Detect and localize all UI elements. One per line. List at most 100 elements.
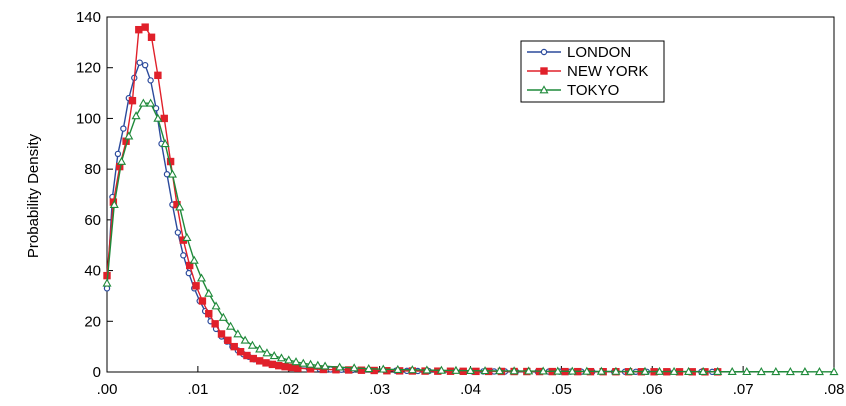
data-point-tokyo — [378, 364, 388, 373]
data-point-new-york — [249, 354, 258, 363]
data-point-tokyo — [146, 98, 156, 107]
data-point-new-york — [128, 96, 137, 105]
data-point-new-york — [281, 362, 289, 371]
data-point-tokyo — [124, 131, 134, 140]
legend-label-london: LONDON — [567, 44, 631, 61]
data-point-new-york — [230, 342, 238, 351]
data-point-tokyo — [189, 255, 199, 264]
data-point-tokyo — [422, 365, 432, 374]
series-london — [103, 59, 716, 376]
legend-marker-tokyo — [539, 85, 549, 94]
data-point-tokyo — [742, 366, 752, 376]
data-point-tokyo — [785, 367, 795, 376]
data-point-new-york — [192, 282, 200, 290]
data-point-new-york — [217, 330, 226, 338]
x-tick-label: .01 — [187, 381, 208, 398]
data-point-london — [174, 229, 182, 236]
x-tick-label: .02 — [278, 381, 299, 398]
data-point-new-york — [255, 357, 264, 365]
data-point-tokyo — [669, 366, 679, 375]
data-point-london — [120, 125, 127, 132]
data-point-new-york — [205, 309, 213, 318]
y-tick-label: 0 — [93, 364, 101, 381]
legend-label-new-york: NEW YORK — [567, 63, 648, 80]
data-point-tokyo — [524, 366, 534, 375]
data-point-tokyo — [226, 321, 236, 330]
series-line-london — [106, 61, 713, 373]
legend-marker-new-york — [540, 67, 548, 75]
plot-area: 0 20 40 60 80 100 120 140 .00 .01 .02 .03 .04 .05 .06.… — [76, 9, 844, 398]
data-point-tokyo — [393, 364, 403, 373]
data-point-tokyo — [211, 301, 221, 310]
data-point-london — [136, 59, 143, 66]
y-tick-label: 20 — [84, 313, 101, 330]
data-point-tokyo — [349, 363, 359, 372]
data-point-london — [180, 252, 187, 259]
data-point-new-york — [147, 33, 156, 41]
x-tick-label: .08 — [824, 381, 845, 398]
x-tick-label: .00 — [97, 381, 118, 398]
y-tick-label: 120 — [76, 60, 101, 77]
data-point-tokyo — [567, 366, 577, 375]
data-point-tokyo — [291, 357, 301, 366]
data-point-tokyo — [713, 366, 723, 375]
data-point-tokyo — [313, 360, 323, 369]
data-point-new-york — [236, 348, 245, 356]
data-point-tokyo — [138, 98, 148, 107]
data-point-tokyo — [451, 365, 461, 374]
legend-marker-london — [540, 48, 548, 56]
data-point-tokyo — [204, 288, 214, 297]
data-point-tokyo — [167, 169, 177, 178]
y-tick-label: 80 — [84, 161, 101, 178]
data-point-new-york — [224, 336, 232, 345]
data-point-tokyo — [335, 362, 345, 371]
series-tokyo — [102, 98, 839, 376]
data-point-tokyo — [116, 156, 127, 165]
data-point-tokyo — [131, 111, 141, 120]
data-point-tokyo — [698, 366, 708, 375]
data-point-london — [114, 150, 122, 158]
data-point-london — [185, 269, 192, 277]
data-point-tokyo — [480, 366, 490, 375]
data-point-tokyo — [727, 366, 737, 376]
legend: LONDON NEW YORK TOKYO — [520, 40, 665, 103]
data-point-tokyo — [160, 139, 170, 148]
data-point-tokyo — [306, 359, 316, 368]
data-point-tokyo — [538, 366, 548, 375]
data-point-new-york — [243, 351, 251, 360]
data-point-london — [147, 77, 154, 84]
data-point-tokyo — [495, 366, 505, 375]
x-tick-label: .07 — [733, 381, 754, 398]
data-point-new-york — [211, 320, 219, 328]
y-tick-label: 40 — [84, 263, 101, 280]
data-point-tokyo — [640, 366, 650, 375]
x-tick-label: .06 — [642, 381, 663, 398]
data-point-tokyo — [654, 366, 665, 375]
data-point-tokyo — [509, 366, 519, 375]
data-point-tokyo — [276, 353, 287, 362]
x-tick-label: .05 — [551, 381, 572, 398]
y-tick-label: 140 — [76, 9, 101, 26]
data-point-tokyo — [814, 367, 825, 376]
data-point-new-york — [275, 361, 283, 370]
data-point-tokyo — [625, 366, 635, 375]
data-point-tokyo — [582, 366, 592, 375]
data-point-tokyo — [611, 366, 621, 375]
data-point-tokyo — [175, 202, 185, 211]
data-point-tokyo — [320, 361, 330, 370]
data-point-tokyo — [262, 348, 272, 357]
data-point-tokyo — [800, 367, 810, 376]
y-axis-title: Probability Density — [25, 133, 42, 258]
data-point-tokyo — [553, 366, 563, 375]
data-point-tokyo — [218, 312, 228, 321]
data-point-tokyo — [756, 366, 766, 376]
data-point-new-york — [268, 360, 277, 369]
data-point-tokyo — [771, 367, 781, 376]
data-point-new-york — [135, 25, 143, 34]
data-point-new-york — [160, 114, 168, 123]
data-point-tokyo — [596, 366, 606, 375]
data-point-london — [141, 61, 149, 69]
x-tick-label: .04 — [460, 381, 481, 398]
data-point-tokyo — [255, 344, 265, 353]
data-point-new-york — [198, 297, 207, 305]
